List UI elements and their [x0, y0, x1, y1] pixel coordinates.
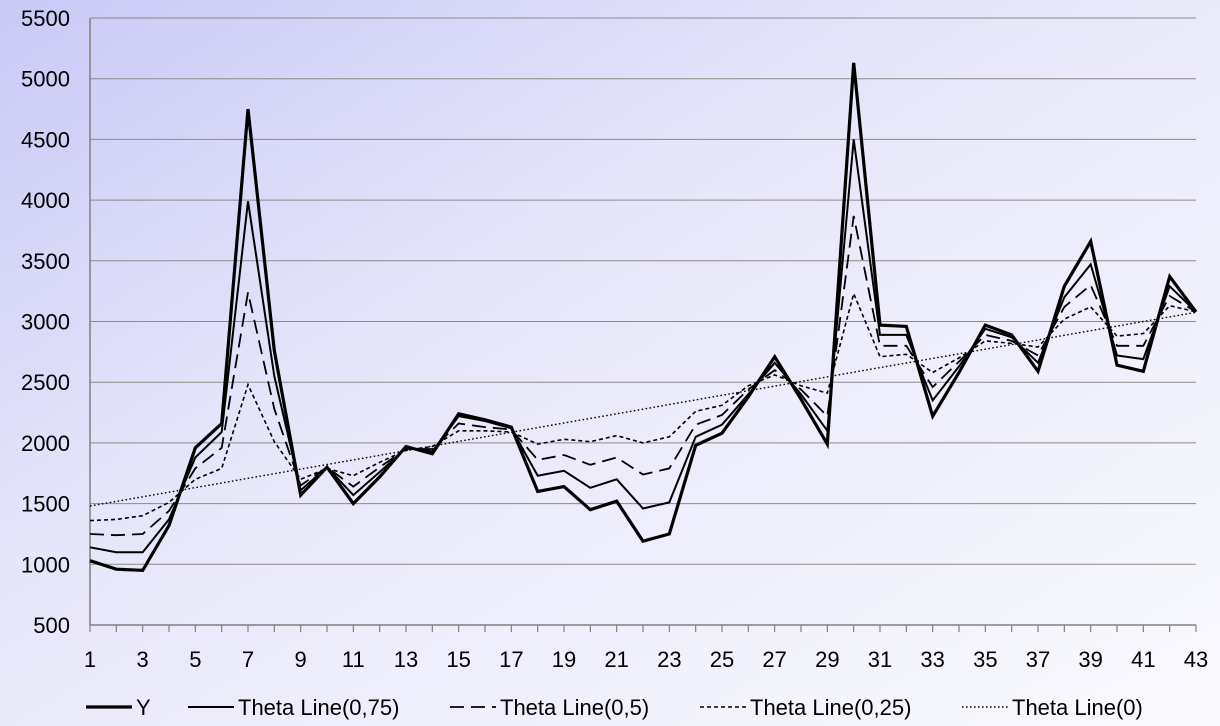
y-tick-label: 1000: [21, 552, 70, 577]
x-tick-label: 1: [84, 647, 96, 672]
x-tick-label: 11: [342, 647, 365, 672]
x-tick-label: 7: [242, 647, 254, 672]
series-line-4: [90, 312, 1196, 506]
x-tick-label: 37: [1026, 647, 1050, 672]
x-tick-label: 9: [295, 647, 307, 672]
y-tick-label: 500: [33, 613, 70, 638]
series-line-2: [90, 216, 1196, 535]
legend-label: Theta Line(0,75): [238, 695, 399, 720]
y-tick-label: 1500: [21, 492, 70, 517]
y-tick-label: 5000: [21, 67, 70, 92]
legend-label: Y: [136, 695, 151, 720]
x-tick-label: 31: [868, 647, 892, 672]
y-tick-label: 3500: [21, 249, 70, 274]
x-tick-label: 5: [189, 647, 201, 672]
x-tick-label: 33: [920, 647, 944, 672]
legend-label: Theta Line(0): [1012, 695, 1143, 720]
legend: Y Theta Line(0,75) Theta Line(0,5) Theta Li…: [86, 695, 1143, 720]
y-tick-label: 3000: [21, 310, 70, 335]
y-tick-label: 4000: [21, 188, 70, 213]
x-tick-label: 35: [973, 647, 997, 672]
x-tick-label: 21: [604, 647, 628, 672]
x-tick-label: 23: [657, 647, 681, 672]
y-tick-label: 2000: [21, 431, 70, 456]
x-tick-label: 29: [815, 647, 839, 672]
y-tick-label: 2500: [21, 370, 70, 395]
x-tick-label: 13: [394, 647, 418, 672]
x-tick-label: 19: [552, 647, 576, 672]
y-tick-label: 4500: [21, 127, 70, 152]
x-tick-label: 25: [710, 647, 734, 672]
x-tick-label: 17: [499, 647, 523, 672]
y-axis-tick-labels: 500 1000 1500 2000 2500 3000 3500 4000 4500 5000 5…: [21, 6, 70, 638]
x-tick-label: 3: [137, 647, 149, 672]
grid-lines: [90, 18, 1196, 564]
legend-label: Theta Line(0,25): [750, 695, 911, 720]
y-tick-label: 5500: [21, 6, 70, 31]
x-axis-tick-labels: 1 3 5 7 9 11 13 15 17 19 21 23 25 27 29 31 33 35 37 39 41 43: [84, 647, 1208, 672]
x-tick-label: 43: [1184, 647, 1208, 672]
x-tick-label: 39: [1078, 647, 1102, 672]
legend-label: Theta Line(0,5): [500, 695, 649, 720]
x-tick-label: 41: [1131, 647, 1155, 672]
x-tick-label: 15: [446, 647, 470, 672]
x-tick-label: 27: [762, 647, 786, 672]
